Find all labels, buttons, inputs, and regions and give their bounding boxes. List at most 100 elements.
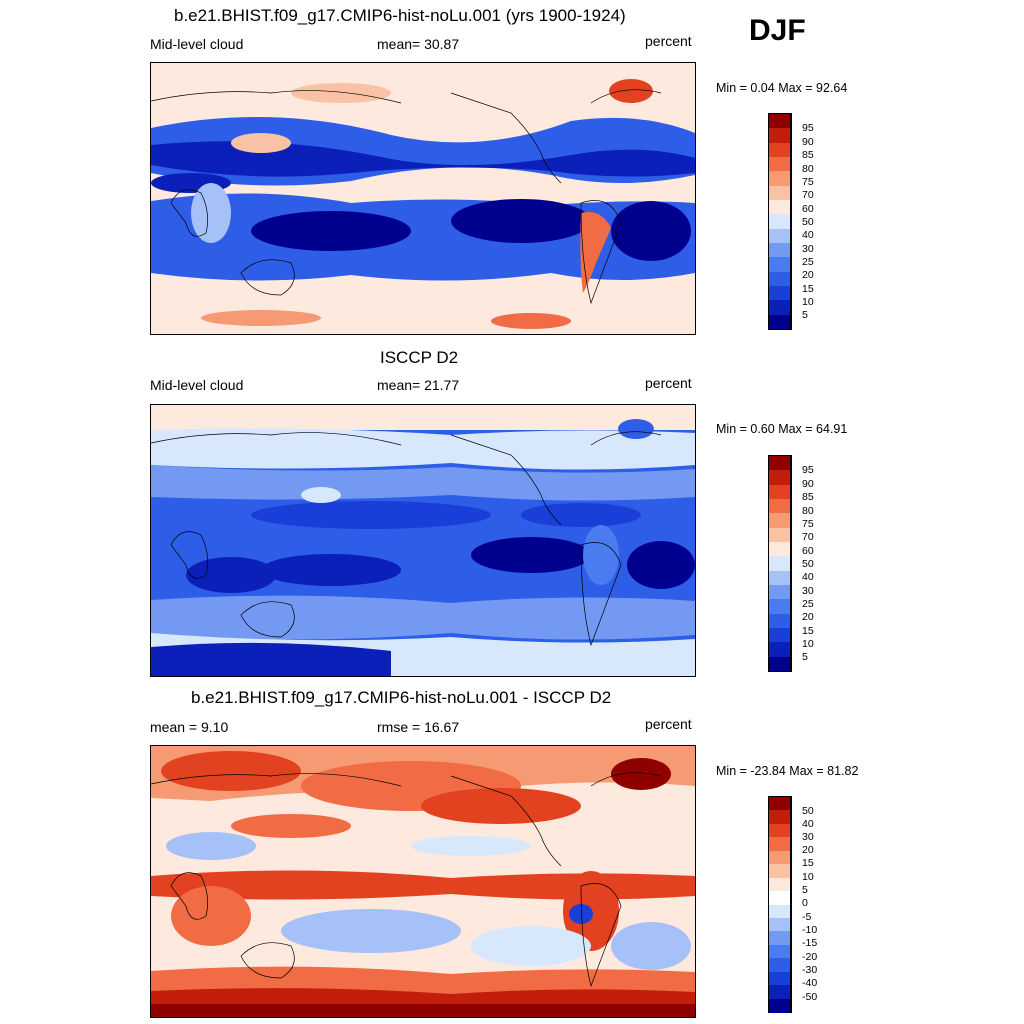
- colorbar-swatch: [769, 243, 790, 258]
- colorbar-swatch: [769, 484, 790, 500]
- colorbar-diff-label: -5: [802, 911, 812, 923]
- colorbar-obs-label: 95: [802, 464, 814, 476]
- colorbar-diff-label: -10: [802, 924, 818, 936]
- colorbar-obs-label: 40: [802, 571, 814, 583]
- colorbar-swatch: [769, 499, 790, 514]
- colorbar-swatch: [769, 257, 790, 273]
- panel-mean-diff: mean = 9.10: [150, 719, 229, 735]
- colorbar-model-label: 10: [802, 296, 814, 308]
- colorbar-swatch: [769, 200, 790, 215]
- panel-minmax-model: Min = 0.04 Max = 92.64: [716, 81, 848, 95]
- colorbar-diff-label: -30: [802, 964, 818, 976]
- colorbar-diff-label: 10: [802, 871, 814, 883]
- colorbar-model-body: [768, 113, 792, 330]
- colorbar-swatch: [769, 642, 790, 658]
- colorbar-swatch: [769, 599, 790, 615]
- panel-mean-model: mean= 30.87: [377, 36, 460, 52]
- panel-title-model: b.e21.BHIST.f09_g17.CMIP6-hist-noLu.001 …: [174, 6, 626, 25]
- colorbar-swatch: [769, 585, 790, 600]
- colorbar-model-label: 85: [802, 149, 814, 161]
- colorbar-obs-label: 60: [802, 545, 814, 557]
- colorbar-swatch: [769, 797, 790, 811]
- colorbar-swatch: [769, 823, 790, 838]
- season-label: DJF: [749, 14, 806, 47]
- colorbar-swatch: [769, 214, 790, 230]
- colorbar-swatch: [769, 917, 790, 932]
- colorbar-swatch: [769, 971, 790, 986]
- colorbar-obs-label: 5: [802, 651, 808, 663]
- colorbar-diff-label: -15: [802, 937, 818, 949]
- colorbar-swatch: [769, 904, 790, 919]
- colorbar-swatch: [769, 542, 790, 557]
- colorbar-diff-label: -20: [802, 951, 818, 963]
- colorbar-obs-label: 25: [802, 598, 814, 610]
- colorbar-swatch: [769, 985, 790, 1000]
- colorbar-model-label: 20: [802, 269, 814, 281]
- colorbar-swatch: [769, 931, 790, 946]
- colorbar-model-label: 30: [802, 243, 814, 255]
- colorbar-swatch: [769, 314, 790, 330]
- colorbar-model-label: 15: [802, 283, 814, 295]
- colorbar-diff-label: 30: [802, 831, 814, 843]
- colorbar-obs-body: [768, 455, 792, 672]
- colorbar-model-label: 95: [802, 122, 814, 134]
- colorbar-swatch: [769, 142, 790, 158]
- colorbar-model-label: 60: [802, 203, 814, 215]
- colorbar-swatch: [769, 114, 790, 129]
- colorbar-diff-label: 0: [802, 897, 808, 909]
- map-diff: [150, 745, 696, 1018]
- map-obs: [150, 404, 696, 677]
- panel-rmse-diff: rmse = 16.67: [377, 719, 460, 735]
- colorbar-swatch: [769, 570, 790, 586]
- colorbar-swatch: [769, 271, 790, 287]
- colorbar-diff-label: 5: [802, 884, 808, 896]
- panel-units-model: percent: [645, 33, 692, 49]
- colorbar-model-label: 90: [802, 136, 814, 148]
- colorbar-swatch: [769, 286, 790, 301]
- colorbar-obs-label: 90: [802, 478, 814, 490]
- colorbar-swatch: [769, 837, 790, 852]
- colorbar-model-label: 40: [802, 229, 814, 241]
- colorbar-diff-label: -40: [802, 977, 818, 989]
- colorbar-obs-label: 75: [802, 518, 814, 530]
- colorbar-swatch: [769, 456, 790, 471]
- colorbar-swatch: [769, 877, 790, 892]
- colorbar-diff-body: [768, 796, 792, 1013]
- colorbar-swatch: [769, 527, 790, 543]
- colorbar-model-label: 80: [802, 163, 814, 175]
- colorbar-obs-label: 30: [802, 585, 814, 597]
- colorbar-obs-label: 80: [802, 505, 814, 517]
- colorbar-obs-label: 85: [802, 491, 814, 503]
- colorbar-swatch: [769, 556, 790, 572]
- colorbar-swatch: [769, 171, 790, 187]
- panel-minmax-diff: Min = -23.84 Max = 81.82: [716, 764, 859, 778]
- panel-mean-obs: mean= 21.77: [377, 377, 460, 393]
- colorbar-swatch: [769, 157, 790, 172]
- colorbar-swatch: [769, 891, 790, 905]
- colorbar-swatch: [769, 228, 790, 244]
- panel-title-obs: ISCCP D2: [380, 348, 459, 367]
- colorbar-diff-label: 40: [802, 818, 814, 830]
- colorbar-diff-label: -50: [802, 991, 818, 1003]
- panel-left-label-obs: Mid-level cloud: [150, 377, 244, 393]
- panel-minmax-obs: Min = 0.60 Max = 64.91: [716, 422, 848, 436]
- colorbar-model-label: 5: [802, 309, 808, 321]
- colorbar-model-label: 75: [802, 176, 814, 188]
- panel-left-label-model: Mid-level cloud: [150, 36, 244, 52]
- colorbar-obs-label: 20: [802, 611, 814, 623]
- colorbar-swatch: [769, 810, 790, 825]
- colorbar-swatch: [769, 944, 790, 959]
- panel-units-obs: percent: [645, 375, 692, 391]
- colorbar-swatch: [769, 185, 790, 201]
- panel-units-diff: percent: [645, 716, 692, 732]
- colorbar-diff: 50 40 30 20 15 10 5 0 -5 -10 -15 -20 -30…: [768, 796, 849, 1013]
- colorbar-swatch: [769, 628, 790, 643]
- colorbar-obs-label: 15: [802, 625, 814, 637]
- colorbar-model-label: 70: [802, 189, 814, 201]
- colorbar-swatch: [769, 128, 790, 144]
- colorbar-model: 95 90 85 80 75 70 60 50 40 30 25 20 15 1…: [768, 113, 849, 330]
- colorbar-swatch: [769, 998, 790, 1013]
- colorbar-swatch: [769, 300, 790, 316]
- colorbar-swatch: [769, 864, 790, 879]
- colorbar-swatch: [769, 850, 790, 865]
